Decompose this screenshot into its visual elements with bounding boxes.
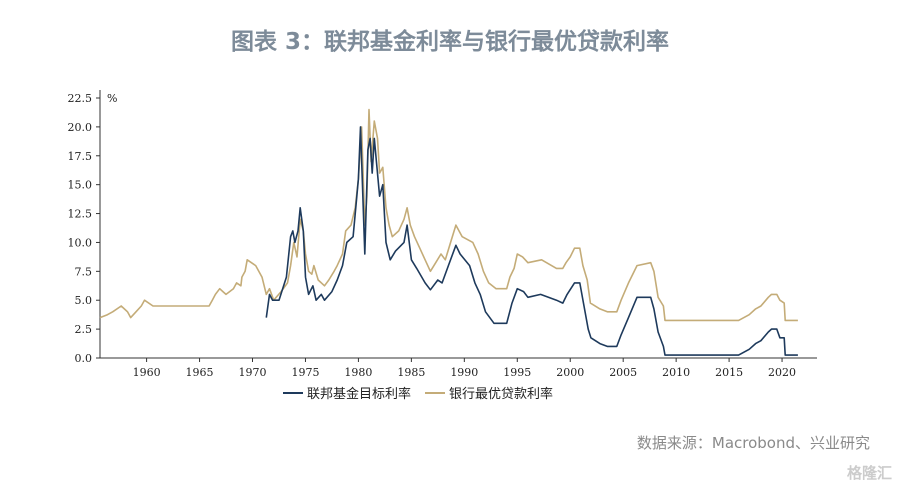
legend: 联邦基金目标利率 银行最优贷款利率 — [283, 383, 553, 402]
x-tick-label: 1990 — [450, 366, 478, 379]
source-note: 数据来源：Macrobond、兴业研究 — [636, 434, 870, 452]
y-tick-label: 7.5 — [75, 265, 93, 278]
y-axis-unit: % — [107, 92, 117, 105]
chart-title: 图表 3：联邦基金利率与银行最优贷款利率 — [230, 29, 669, 55]
y-tick-label: 22.5 — [68, 92, 93, 105]
y-tick-label: 15.0 — [68, 179, 93, 192]
x-tick-label: 1970 — [239, 366, 267, 379]
legend-item-prime-rate: 银行最优贷款利率 — [425, 383, 553, 402]
x-tick-label: 2005 — [609, 366, 637, 379]
legend-label: 联邦基金目标利率 — [307, 387, 412, 402]
watermark-logo: 格隆汇 — [846, 464, 892, 482]
series-line-0 — [265, 126, 798, 356]
x-tick-label: 1980 — [344, 366, 372, 379]
x-tick-label: 1985 — [397, 366, 425, 379]
series-line-1 — [99, 108, 798, 322]
legend-swatch — [283, 391, 303, 394]
x-tick-label: 1995 — [503, 366, 531, 379]
x-tick-label: 2000 — [556, 366, 584, 379]
x-tick-label: 2015 — [715, 366, 743, 379]
legend-swatch — [425, 391, 446, 394]
y-tick-label: 2.5 — [75, 323, 93, 336]
x-tick-label: 2010 — [662, 366, 690, 379]
x-tick-label: 1975 — [291, 366, 319, 379]
x-tick-label: 2020 — [768, 366, 796, 379]
y-tick-label: 12.5 — [68, 208, 93, 221]
y-tick-label: 0.0 — [75, 352, 93, 365]
legend-label: 银行最优贷款利率 — [449, 387, 554, 402]
x-tick-label: 1965 — [186, 366, 214, 379]
y-tick-label: 20.0 — [68, 121, 93, 134]
y-tick-label: 5.0 — [75, 294, 93, 307]
y-tick-label: 10.0 — [68, 236, 93, 249]
legend-item-fed-funds: 联邦基金目标利率 — [283, 383, 411, 402]
x-tick-label: 1960 — [133, 366, 161, 379]
y-tick-label: 17.5 — [68, 150, 93, 163]
